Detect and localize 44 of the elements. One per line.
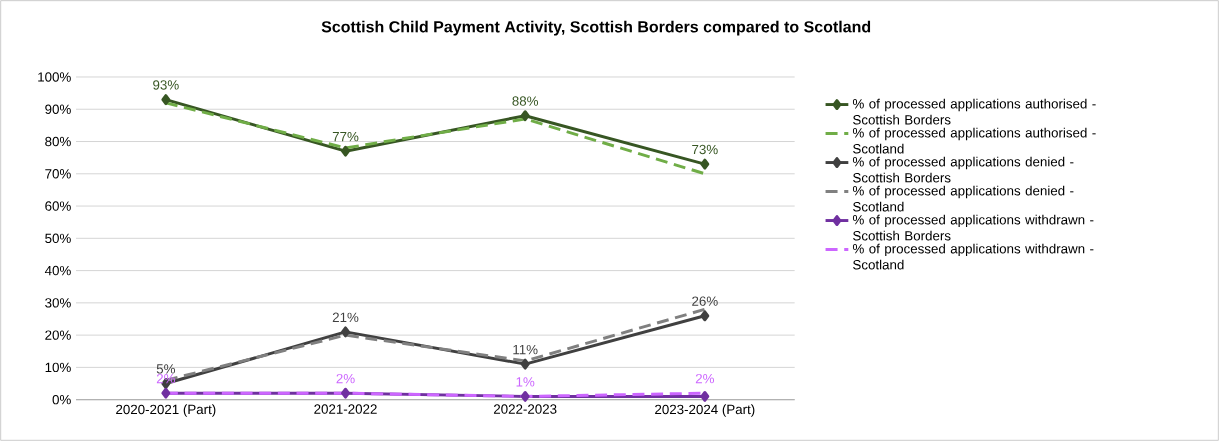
data-label: 2% xyxy=(695,373,715,384)
legend-label: % of processed applications authorised - Scottish Borders xyxy=(852,98,1096,125)
x-tick-label: 2023-2024 (Part) xyxy=(655,404,755,417)
y-tick-label: 0% xyxy=(52,394,71,405)
point xyxy=(520,358,530,370)
point xyxy=(700,158,710,170)
point xyxy=(520,390,530,402)
y-tick-label: 100% xyxy=(38,72,71,82)
chart-title: Scottish Child Payment Activity, Scottish Borders compared to Scotland xyxy=(321,20,871,36)
point xyxy=(341,145,350,157)
point xyxy=(341,326,350,338)
point xyxy=(161,94,171,106)
point xyxy=(700,390,710,402)
data-label: 88% xyxy=(512,96,539,106)
data-label: 5% xyxy=(156,364,176,374)
y-tick-label: 40% xyxy=(44,265,71,276)
legend-label: % of processed applications denied - Scotland xyxy=(852,185,1074,212)
legend-label: % of processed applications authorised - Scotland xyxy=(852,127,1096,154)
data-label: 1% xyxy=(516,377,535,387)
y-tick-label: 10% xyxy=(45,362,71,373)
y-tick-label: 80% xyxy=(45,136,71,147)
legend-label: % of processed applications denied - Scottish Borders xyxy=(852,156,1074,183)
x-tick-label: 2022-2023 xyxy=(493,404,557,414)
data-label: 2% xyxy=(336,373,355,384)
point xyxy=(520,110,530,122)
y-tick-label: 60% xyxy=(45,201,71,211)
point xyxy=(161,387,171,399)
data-label: 11% xyxy=(513,344,538,355)
y-tick-label: 20% xyxy=(45,330,71,340)
data-label: 73% xyxy=(692,144,718,155)
data-label: 21% xyxy=(332,312,359,322)
point xyxy=(341,387,350,399)
x-tick-label: 2021-2022 xyxy=(314,404,377,414)
y-tick-label: 70% xyxy=(45,169,71,179)
x-tick-label: 2020-2021 (Part) xyxy=(116,404,216,417)
y-tick-label: 30% xyxy=(45,298,71,308)
legend-label: % of processed applications withdrawn - Scotland xyxy=(852,243,1094,270)
legend-label: % of processed applications withdrawn - Scottish Borders xyxy=(852,214,1094,241)
data-label: 26% xyxy=(692,296,718,306)
point xyxy=(700,310,710,322)
y-tick-label: 90% xyxy=(45,104,71,114)
data-label: 77% xyxy=(332,131,359,142)
y-tick-label: 50% xyxy=(45,233,71,244)
data-label: 93% xyxy=(153,80,179,90)
